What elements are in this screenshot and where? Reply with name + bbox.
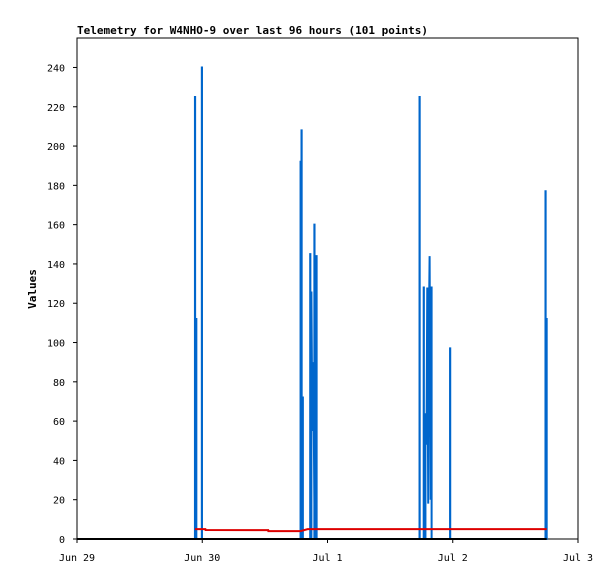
- x-tick-label: Jul 2: [438, 553, 468, 564]
- chart-title: Telemetry for W4NHO-9 over last 96 hours…: [77, 24, 428, 37]
- y-tick-label: 0: [59, 535, 65, 546]
- x-tick-label: Jun 30: [184, 553, 220, 564]
- series-layer: [77, 66, 548, 540]
- y-tick-label: 120: [47, 299, 65, 310]
- y-tick-label: 20: [53, 496, 65, 507]
- plot-area: [76, 37, 579, 540]
- y-axis-label: Values: [26, 269, 39, 309]
- y-tick-label: 40: [53, 456, 65, 467]
- x-tick-label: Jun 29: [59, 553, 95, 564]
- x-tick-label: Jul 3: [563, 553, 593, 564]
- y-tick-label: 160: [47, 221, 65, 232]
- x-axis: Jun 29 Jun 30 Jul 1 Jul 2 Jul 3: [59, 539, 593, 564]
- y-tick-label: 200: [47, 142, 65, 153]
- y-tick-label: 240: [47, 63, 65, 74]
- y-tick-label: 60: [53, 417, 65, 428]
- series-line-2: [194, 528, 547, 533]
- y-tick-label: 100: [47, 339, 65, 350]
- y-tick-label: 140: [47, 260, 65, 271]
- y-tick-label: 220: [47, 103, 65, 114]
- y-tick-label: 180: [47, 181, 65, 192]
- y-tick-label: 80: [53, 378, 65, 389]
- y-axis: 0 20 40 60 80 100 120 140 160 180 200 220 240: [47, 63, 77, 546]
- x-tick-label: Jul 1: [312, 553, 342, 564]
